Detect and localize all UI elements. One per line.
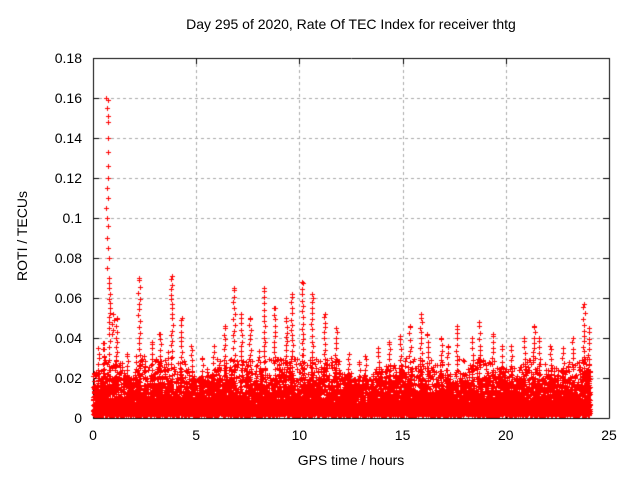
x-tick-label: 10 <box>291 427 308 443</box>
y-tick-label: 0.18 <box>54 50 82 66</box>
y-tick-label: 0.16 <box>54 90 82 106</box>
y-tick-label: 0 <box>74 410 82 426</box>
x-axis-label: GPS time / hours <box>297 452 405 468</box>
y-tick-label: 0.04 <box>54 330 82 346</box>
chart-title: Day 295 of 2020, Rate Of TEC Index for r… <box>186 16 516 32</box>
x-tick-label: 15 <box>394 427 411 443</box>
y-tick-label: 0.06 <box>54 290 82 306</box>
y-tick-label: 0.1 <box>62 210 82 226</box>
x-tick-label: 20 <box>498 427 514 443</box>
y-tick-label: 0.08 <box>54 250 82 266</box>
y-axis-label: ROTI / TECUs <box>14 191 30 281</box>
y-tick-label: 0.12 <box>54 170 82 186</box>
y-tick-label: 0.02 <box>54 370 82 386</box>
x-tick-label: 25 <box>601 427 617 443</box>
x-tick-label: 5 <box>192 427 201 443</box>
x-tick-label: 0 <box>89 427 97 443</box>
y-tick-label: 0.14 <box>54 130 82 146</box>
